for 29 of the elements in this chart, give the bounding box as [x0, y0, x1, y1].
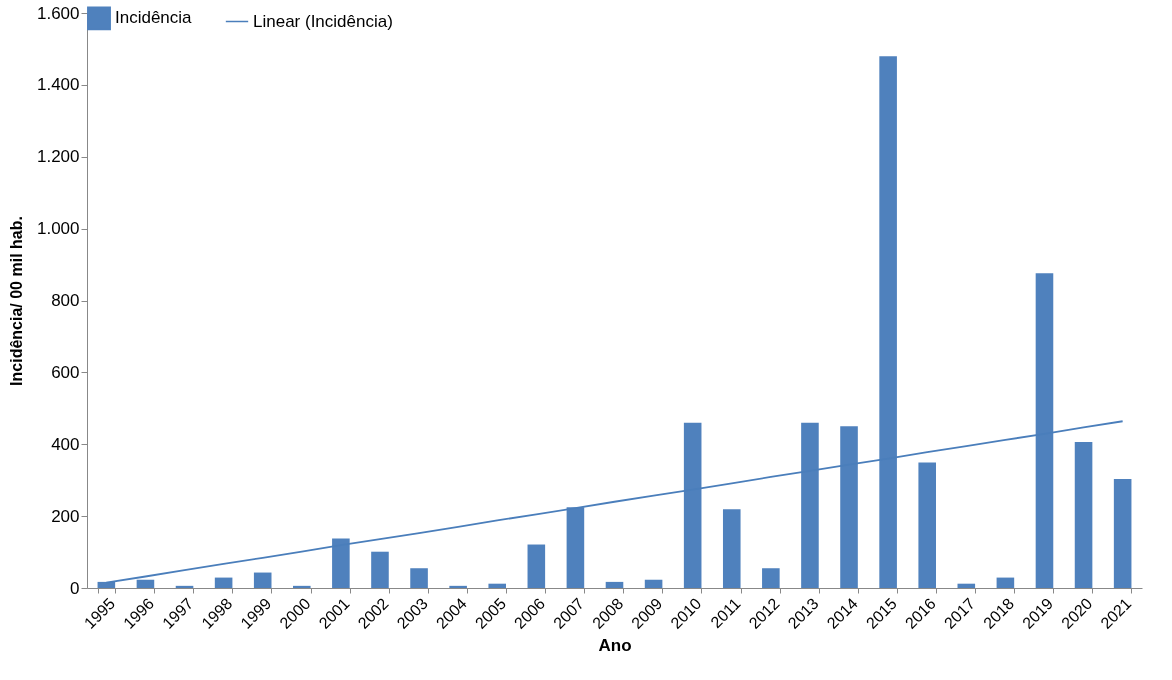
x-axis-title: Ano	[598, 635, 632, 655]
bar	[644, 579, 663, 588]
bar	[996, 577, 1015, 588]
bar	[527, 544, 546, 588]
y-tick-label: 400	[51, 434, 80, 454]
bar	[253, 572, 272, 588]
y-tick-label: 1.000	[36, 219, 80, 239]
y-tick-label: 0	[70, 578, 80, 598]
bar	[722, 509, 741, 588]
y-tick-label: 1.600	[36, 3, 80, 23]
bar	[371, 551, 389, 588]
bar	[762, 568, 780, 588]
bar	[214, 577, 233, 588]
y-tick-label: 600	[51, 362, 80, 382]
y-tick-label: 1.200	[36, 147, 80, 167]
bar	[449, 585, 467, 588]
y-axis-title: Incidência/ 00 mil hab.	[7, 216, 25, 386]
legend-label: Incidência	[115, 8, 193, 28]
bar	[918, 462, 936, 588]
y-tick-label: 1.400	[36, 75, 80, 95]
bar	[488, 583, 507, 588]
bar	[293, 585, 311, 588]
bar	[1074, 442, 1093, 588]
y-tick-label: 800	[51, 291, 80, 310]
bar	[605, 581, 624, 588]
y-tick-label: 200	[51, 506, 80, 526]
bar	[1113, 479, 1132, 588]
legend-label: Linear (Incidência)	[253, 11, 393, 31]
bar	[410, 568, 428, 588]
